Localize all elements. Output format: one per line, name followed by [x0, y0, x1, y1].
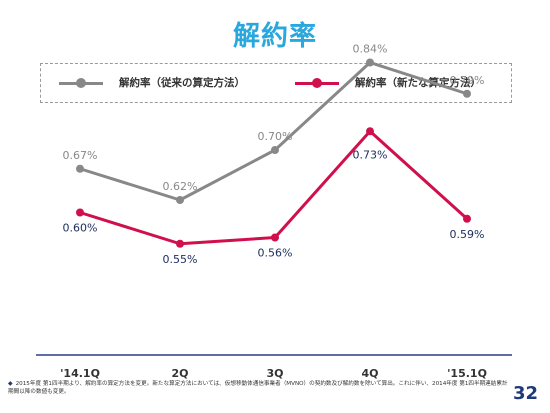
legend-marker-new: [312, 78, 322, 88]
legend-label-new: 解約率（新たな算定方法）: [355, 77, 481, 89]
footnote-bullet-icon: ◆: [8, 380, 13, 387]
data-point: [463, 89, 471, 98]
footnote: ◆ 2015年度 第1四半期より、解約率の算定方法を変更。新たな算定方法においては…: [8, 380, 508, 396]
data-point: [176, 196, 184, 204]
data-label: 0.73%: [353, 148, 388, 161]
data-label: 0.79%: [450, 74, 485, 87]
data-point: [271, 233, 279, 242]
page-number: 32: [512, 383, 538, 404]
data-point: [463, 214, 471, 223]
x-tick-label: '15.1Q: [447, 367, 487, 380]
data-point: [76, 208, 84, 217]
footnote-text: 2015年度 第1四半期より、解約率の算定方法を変更。新たな算定方法においては、…: [8, 381, 508, 395]
data-label: 0.84%: [353, 43, 388, 56]
data-point: [366, 127, 374, 136]
data-label: 0.67%: [63, 149, 98, 162]
data-point: [76, 164, 84, 173]
data-point: [271, 146, 279, 154]
x-tick-label: '14.1Q: [60, 367, 100, 380]
data-point: [176, 239, 184, 248]
legend-marker-old: [76, 78, 86, 88]
x-tick-label: 3Q: [266, 367, 283, 380]
x-tick-label: 4Q: [361, 367, 378, 380]
chart-legend: 解約率（従来の算定方法） 解約率（新たな算定方法）: [40, 63, 512, 103]
data-label: 0.55%: [163, 253, 198, 266]
data-label: 0.56%: [258, 247, 293, 260]
data-label: 0.62%: [163, 180, 198, 193]
data-label: 0.70%: [258, 130, 293, 143]
data-label: 0.59%: [450, 228, 485, 241]
legend-label-old: 解約率（従来の算定方法）: [119, 77, 245, 89]
x-tick-label: 2Q: [171, 367, 188, 380]
data-label: 0.60%: [63, 222, 98, 235]
page-title: 解約率: [233, 21, 317, 52]
data-point: [366, 58, 374, 67]
